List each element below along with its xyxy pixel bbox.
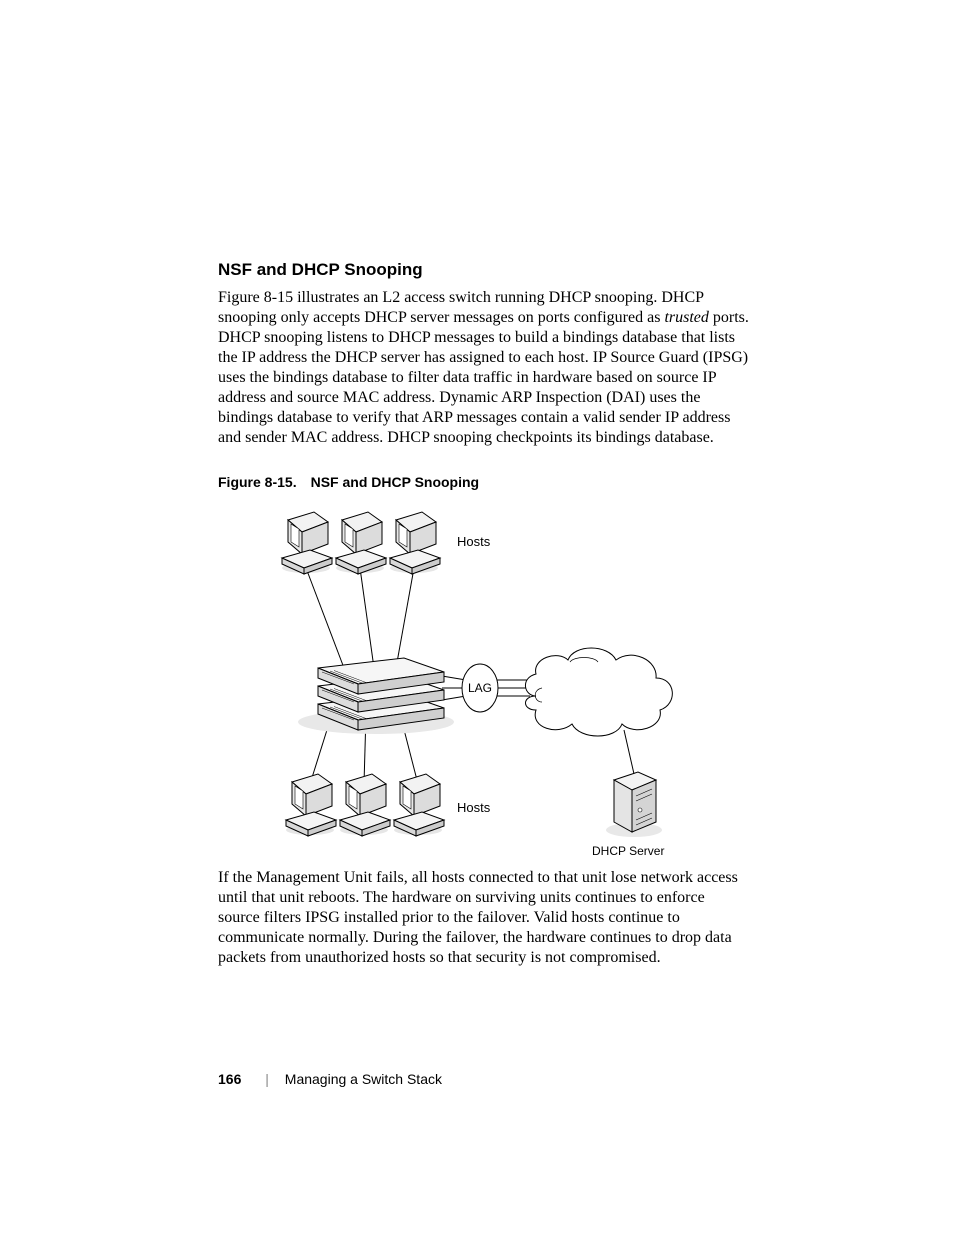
label-hosts-bottom: Hosts: [457, 800, 490, 815]
page-number: 166: [218, 1071, 241, 1087]
section-heading: NSF and DHCP Snooping: [218, 260, 750, 280]
p1-before: Figure 8-15 illustrates an L2 access swi…: [218, 289, 703, 326]
top-hosts: [282, 512, 440, 574]
footer-section: Managing a Switch Stack: [285, 1071, 442, 1087]
paragraph-1: Figure 8-15 illustrates an L2 access swi…: [218, 288, 750, 448]
figure-caption: Figure 8-15. NSF and DHCP Snooping: [218, 474, 750, 490]
label-lag: LAG: [468, 681, 492, 695]
page-footer: 166 | Managing a Switch Stack: [218, 1071, 442, 1087]
bottom-hosts: [286, 774, 444, 836]
footer-separator: |: [265, 1071, 269, 1087]
p1-italic: trusted: [664, 309, 708, 326]
network-diagram: Hosts LAG Hosts DHCP Server: [224, 500, 744, 860]
document-page: NSF and DHCP Snooping Figure 8-15 illust…: [0, 0, 954, 1235]
label-dhcp-server: DHCP Server: [592, 844, 664, 858]
network-cloud: [525, 648, 672, 736]
label-hosts-top: Hosts: [457, 534, 490, 549]
switch-stack: [298, 658, 454, 734]
figure-label: Figure 8-15.: [218, 474, 297, 490]
dhcp-server: [606, 772, 662, 837]
figure-title: NSF and DHCP Snooping: [311, 474, 480, 490]
p1-after: ports. DHCP snooping listens to DHCP mes…: [218, 309, 749, 446]
paragraph-2: If the Management Unit fails, all hosts …: [218, 868, 750, 968]
